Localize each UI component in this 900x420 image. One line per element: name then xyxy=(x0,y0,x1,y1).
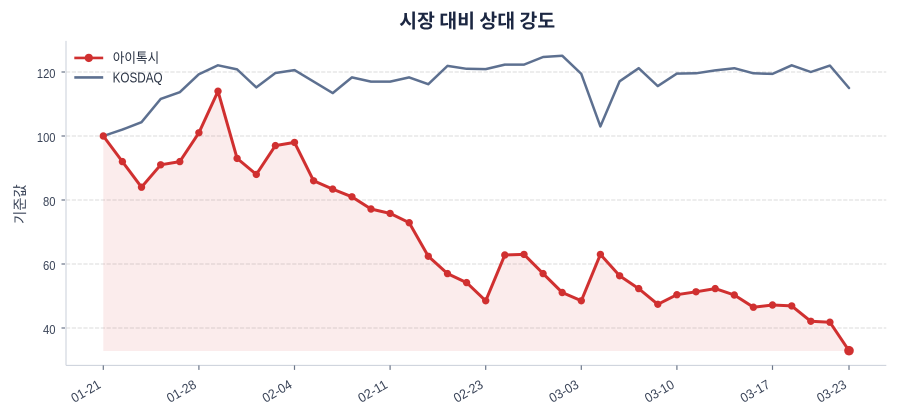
svg-text:120: 120 xyxy=(37,67,56,81)
svg-text:KOSDAQ: KOSDAQ xyxy=(113,70,163,86)
svg-text:100: 100 xyxy=(37,131,56,145)
svg-text:40: 40 xyxy=(43,323,56,337)
svg-text:80: 80 xyxy=(43,195,56,209)
svg-text:60: 60 xyxy=(43,259,56,273)
